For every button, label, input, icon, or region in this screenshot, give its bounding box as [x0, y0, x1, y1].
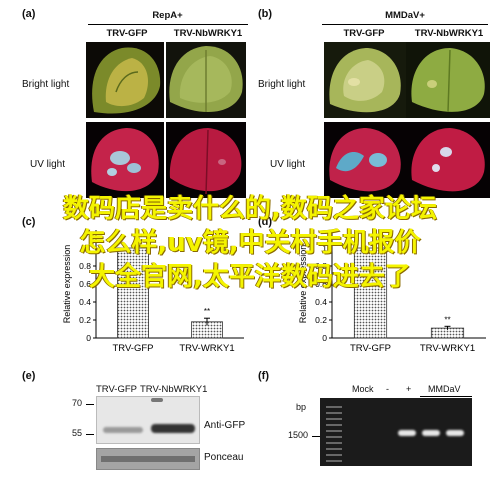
panel-b-bright-wrky1-photo	[406, 42, 490, 118]
panel-f-label: (f)	[258, 370, 269, 382]
panel-b-bright-gfp-photo	[324, 42, 406, 118]
chart-d-ylabel: Relative expression	[298, 245, 308, 324]
panel-d-label: (d)	[258, 216, 273, 228]
chart-c-annotation-1: **	[204, 307, 210, 316]
gel-lane-plus: +	[406, 384, 412, 394]
panel-a-label: (a)	[22, 8, 36, 20]
chart-c-category-0: TRV-GFP	[113, 343, 154, 354]
panel-e-lane-2: TRV-NbWRKY1	[140, 384, 208, 395]
panel-a-bright-wrky1-photo	[166, 42, 246, 118]
agarose-gel	[320, 398, 472, 466]
ponceau-blot	[96, 448, 200, 470]
chart-c-ytick-label-0: 0	[86, 333, 91, 343]
gel-band-2	[422, 430, 440, 436]
gel-band-1	[398, 430, 416, 436]
panel-a-col-2: TRV-NbWRKY1	[173, 28, 243, 39]
panel-b-uv-wrky1-photo	[406, 122, 490, 198]
chart-d: Relative expression 0 0.2 0.4 0.6 0.8 1 TRV-GFP…	[298, 230, 486, 354]
chart-d-ytick-label-0: 0	[322, 333, 327, 343]
panel-b-label: (b)	[258, 8, 273, 20]
panel-b-uv-gfp-photo	[324, 122, 406, 198]
chart-c-ytick-label-4: 0.8	[79, 261, 91, 271]
chart-d-ytick-label-1: 0.2	[315, 315, 327, 325]
chart-c-ytick-label-1: 0.2	[79, 315, 91, 325]
panel-c-label: (c)	[22, 216, 36, 228]
panel-a-group-line	[88, 24, 248, 25]
anti-gfp-label: Anti-GFP	[204, 420, 246, 431]
panel-a-group-title: RepA+	[152, 10, 183, 21]
panel-e-label: (e)	[22, 370, 36, 382]
chart-d-category-0: TRV-GFP	[350, 343, 391, 354]
ponceau-label: Ponceau	[204, 452, 244, 463]
chart-d-ytick-label-3: 0.6	[315, 279, 327, 289]
anti-gfp-band-1	[103, 427, 143, 433]
gel-lane-mock: Mock	[352, 384, 374, 394]
panel-b-group-line	[322, 24, 488, 25]
chart-d-ytick-label-4: 0.8	[315, 261, 327, 271]
overlay-line-1: 数码店是卖什么的,数码之家论坛	[63, 194, 437, 224]
panel-e-marker-70: 70	[72, 398, 83, 408]
anti-gfp-band-2	[151, 424, 195, 433]
panel-b-row-bright: Bright light	[258, 79, 306, 90]
panel-a-col-1: TRV-GFP	[106, 28, 148, 39]
chart-c-category-1: TRV-WRKY1	[179, 343, 234, 354]
anti-gfp-band-faint	[151, 398, 163, 402]
gel-lane-mmdav: MMDaV	[428, 384, 461, 394]
anti-gfp-blot	[96, 396, 200, 444]
chart-d-category-1: TRV-WRKY1	[420, 343, 475, 354]
chart-c-ytick-label-3: 0.6	[79, 279, 91, 289]
panel-e-lane-1: TRV-GFP	[96, 384, 137, 395]
panel-b-col-1: TRV-GFP	[343, 28, 385, 39]
panel-a-bright-gfp-photo	[86, 42, 164, 118]
chart-c-ytick-label-5: 1	[86, 243, 91, 253]
gel-mmdav-line	[420, 396, 472, 397]
panel-b-row-uv: UV light	[270, 159, 306, 170]
overlay-line-2: 怎么样,uv镜,中关村手机报价	[79, 228, 421, 258]
gel-marker-1500: 1500	[288, 430, 309, 440]
chart-c-bar-0	[117, 247, 149, 339]
gel-ladder	[326, 402, 342, 462]
panel-e-tick-55	[86, 434, 94, 435]
panel-e-tick-70	[86, 404, 94, 405]
chart-d-bar-0	[353, 247, 388, 339]
chart-d-annotation-1: **	[444, 315, 450, 324]
ponceau-band	[101, 456, 195, 462]
panel-b-group-title: MMDaV+	[385, 10, 425, 21]
chart-c-ytick-label-2: 0.4	[79, 297, 91, 307]
overlay-line-3: 大全官网,太平洋数码进去了	[89, 262, 411, 292]
gel-band-3	[446, 430, 464, 436]
gel-lane-minus: -	[386, 384, 389, 394]
panel-a-row-uv: UV light	[30, 159, 66, 170]
chart-d-ytick-label-2: 0.4	[315, 297, 327, 307]
chart-c: Relative expression 0 0.2 0.4 0.6 0.8 1 TRV-GFP…	[62, 230, 244, 354]
panel-a-uv-wrky1-photo	[166, 122, 246, 198]
gel-bp-label: bp	[296, 402, 307, 412]
panel-a-row-bright: Bright light	[22, 79, 70, 90]
panel-e-marker-55: 55	[72, 428, 83, 438]
panel-b-col-2: TRV-NbWRKY1	[414, 28, 484, 39]
gel-tick-1500	[312, 436, 320, 437]
chart-c-ylabel: Relative expression	[62, 245, 72, 324]
chart-d-ytick-label-5: 1	[322, 243, 327, 253]
panel-a-uv-gfp-photo	[86, 122, 164, 198]
